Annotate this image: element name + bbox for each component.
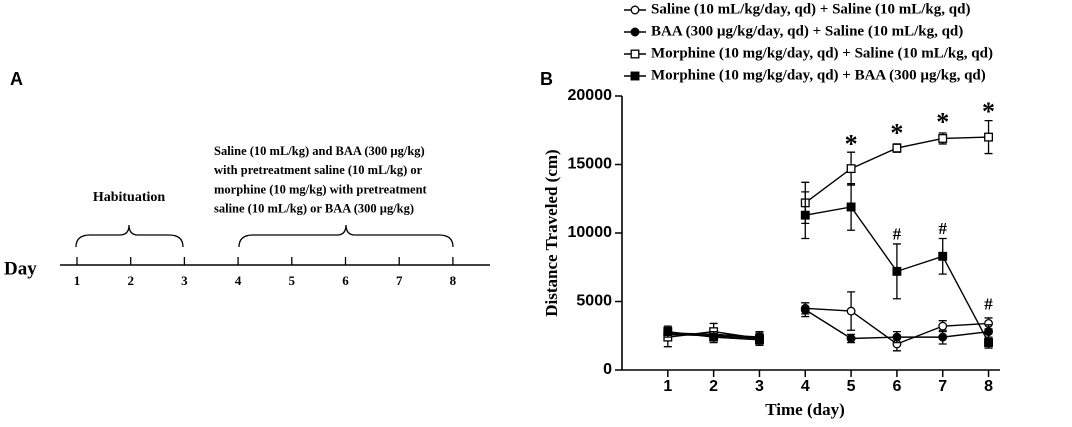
y-tick-label: 10000 — [568, 224, 613, 241]
day-label: 8 — [450, 273, 457, 288]
annotation: # — [893, 225, 902, 244]
x-tick-label: 6 — [892, 378, 901, 395]
timeline-days: 1 2 3 4 5 6 7 8 — [74, 257, 457, 288]
timeline-label: Day — [4, 258, 37, 279]
panel-label: B — [540, 69, 553, 89]
annotation: # — [938, 219, 947, 238]
marker — [630, 5, 640, 15]
phase-line: morphine (10 mg/kg) with pretreatment — [214, 182, 428, 196]
y-tick-label: 15000 — [568, 156, 613, 173]
marker — [630, 49, 640, 59]
annotation: * — [982, 97, 995, 126]
legend-label: Morphine (10 mg/kg/day, qd) + Saline (10… — [651, 45, 993, 61]
x-axis-label: Time (day) — [765, 400, 845, 419]
panel-label: A — [10, 69, 23, 89]
marker — [938, 321, 948, 331]
annotation: # — [984, 295, 993, 314]
marker — [846, 202, 856, 212]
day-label: 5 — [289, 273, 296, 288]
y-tick-label: 0 — [603, 361, 612, 378]
annotation: * — [936, 108, 949, 137]
chart: B 0 5000 10000 15000 20000 1 2 3 4 5 6 7 8 Distance Tr… — [540, 1, 1000, 419]
annotation: * — [890, 119, 903, 148]
marker — [846, 306, 856, 316]
legend-label: Saline (10 mL/kg/day, qd) + Saline (10 m… — [651, 1, 970, 17]
day-label: 2 — [127, 273, 134, 288]
x-tick-label: 2 — [709, 378, 718, 395]
marker — [800, 210, 810, 220]
marker — [630, 71, 640, 81]
x-tick-label: 1 — [663, 378, 672, 395]
phase-line: Saline (10 mL/kg) and BAA (300 µg/kg) — [214, 144, 425, 158]
marker — [630, 27, 640, 37]
marker — [846, 334, 856, 343]
legend-label: Morphine (10 mg/kg/day, qd) + BAA (300 µ… — [651, 67, 986, 83]
y-tick-label: 5000 — [576, 293, 612, 310]
brace — [75, 224, 184, 248]
phase-label: Habituation — [93, 190, 166, 205]
day-label: 4 — [235, 273, 242, 288]
y-axis-label: Distance Traveled (cm) — [542, 149, 561, 316]
marker — [984, 327, 993, 337]
day-label: 6 — [342, 273, 349, 288]
x-tick-label: 7 — [938, 378, 947, 395]
day-label: 3 — [181, 273, 188, 288]
marker — [846, 164, 856, 174]
x-tick-label: 3 — [755, 378, 764, 395]
marker — [938, 134, 948, 143]
phase-line: with pretreatment saline (10 mL/kg) or — [214, 163, 423, 177]
y-tick-label: 20000 — [568, 87, 613, 104]
day-label: 7 — [396, 273, 403, 288]
phase-line: saline (10 mL/kg) or BAA (300 µg/kg) — [214, 201, 414, 215]
marker — [892, 266, 902, 276]
brace — [238, 224, 454, 248]
x-tick-label: 8 — [984, 378, 993, 395]
marker — [938, 332, 948, 342]
marker — [984, 338, 993, 348]
annotation: * — [845, 130, 858, 159]
day-label: 1 — [74, 273, 81, 288]
marker — [892, 332, 902, 342]
marker — [984, 132, 993, 142]
marker — [892, 143, 902, 153]
x-tick-label: 4 — [801, 378, 810, 395]
phase-description: Saline (10 mL/kg) and BAA (300 µg/kg) wit… — [214, 144, 428, 216]
marker — [800, 305, 810, 315]
legend-label: BAA (300 µg/kg/day, qd) + Saline (10 mL/… — [651, 23, 963, 39]
marker — [755, 335, 764, 345]
marker — [938, 251, 948, 261]
marker — [663, 327, 673, 337]
x-tick-label: 5 — [847, 378, 856, 395]
marker — [709, 332, 719, 342]
